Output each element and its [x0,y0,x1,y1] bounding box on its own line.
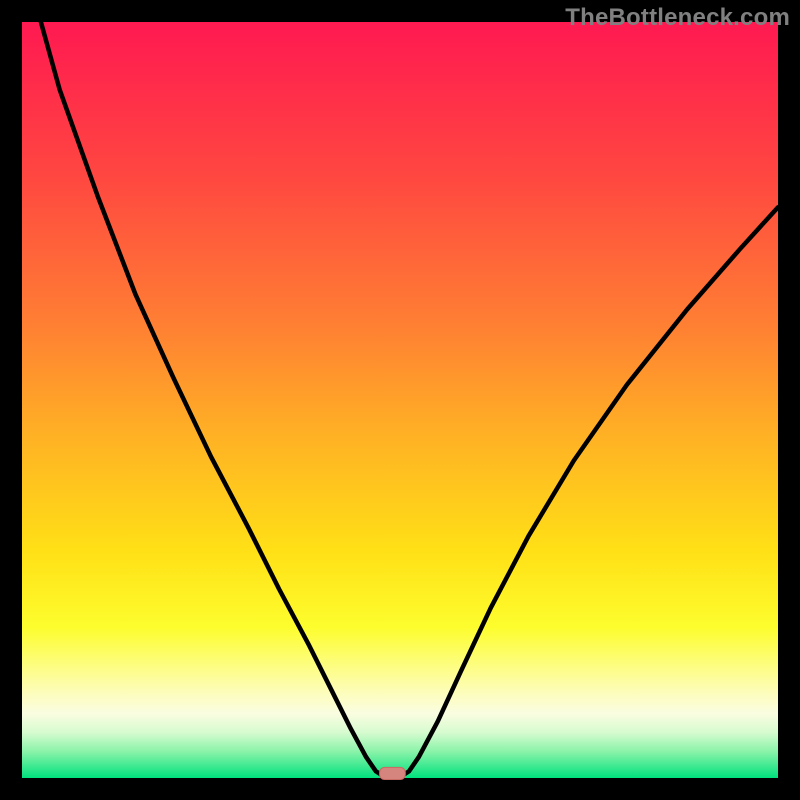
chart-background [22,22,778,778]
optimum-marker [380,767,406,779]
bottleneck-curve-chart [0,0,800,800]
watermark-text: TheBottleneck.com [565,4,790,32]
chart-root: TheBottleneck.com [0,0,800,800]
